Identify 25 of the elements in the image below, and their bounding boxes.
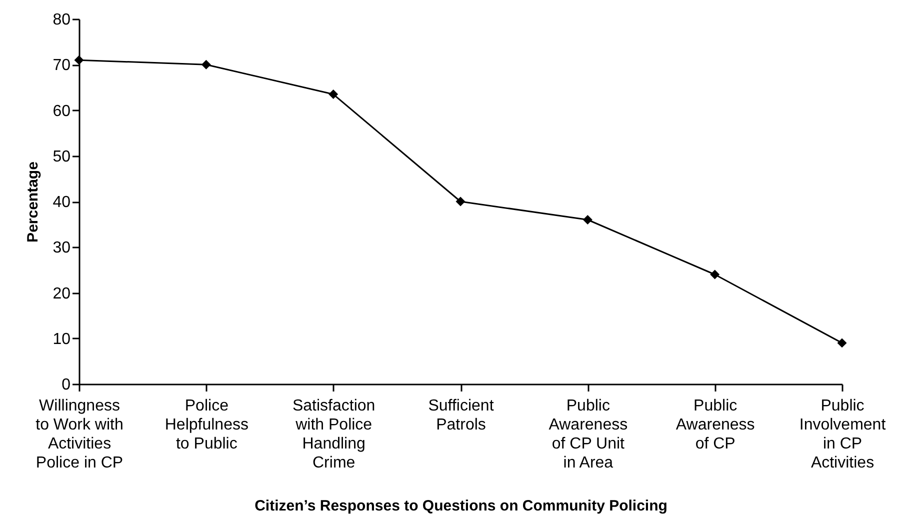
y-tick-label: 20 [52, 285, 71, 302]
point [328, 90, 338, 100]
point [456, 196, 466, 206]
y-tick-label: 0 [62, 376, 71, 394]
y-tick-label: 60 [52, 102, 71, 120]
x-tick-label: Public Awareness of CP Unit in Area [548, 398, 628, 472]
y-tick-label: 80 [52, 12, 71, 28]
x-tick-label: Public Involvement in CP Activities [799, 398, 886, 472]
x-tick-label: Willingness to Work with Activities Police in CP [36, 398, 124, 472]
x-tick-label: Sufficient Patrols [428, 398, 494, 434]
x-tick-label: Public Awareness of CP [676, 398, 755, 452]
x-tick-label: Satisfaction with Police Handling Crime [292, 398, 376, 472]
point [710, 270, 720, 280]
point [201, 60, 211, 70]
y-tick-label: 30 [52, 240, 71, 257]
y-axis-title: Percentage [24, 162, 42, 242]
y-tick-label: 10 [52, 330, 71, 348]
x-tick-label: Police Helpfulness to Public [164, 398, 248, 452]
point [582, 215, 592, 224]
point [74, 55, 84, 65]
point [837, 338, 847, 348]
x-axis-title: Citizen’s Responses to Questions on Community Policing [254, 498, 668, 514]
y-tick-label: 40 [52, 194, 71, 211]
y-tick-label: 50 [52, 148, 71, 166]
y-tick-label: 70 [52, 57, 71, 74]
